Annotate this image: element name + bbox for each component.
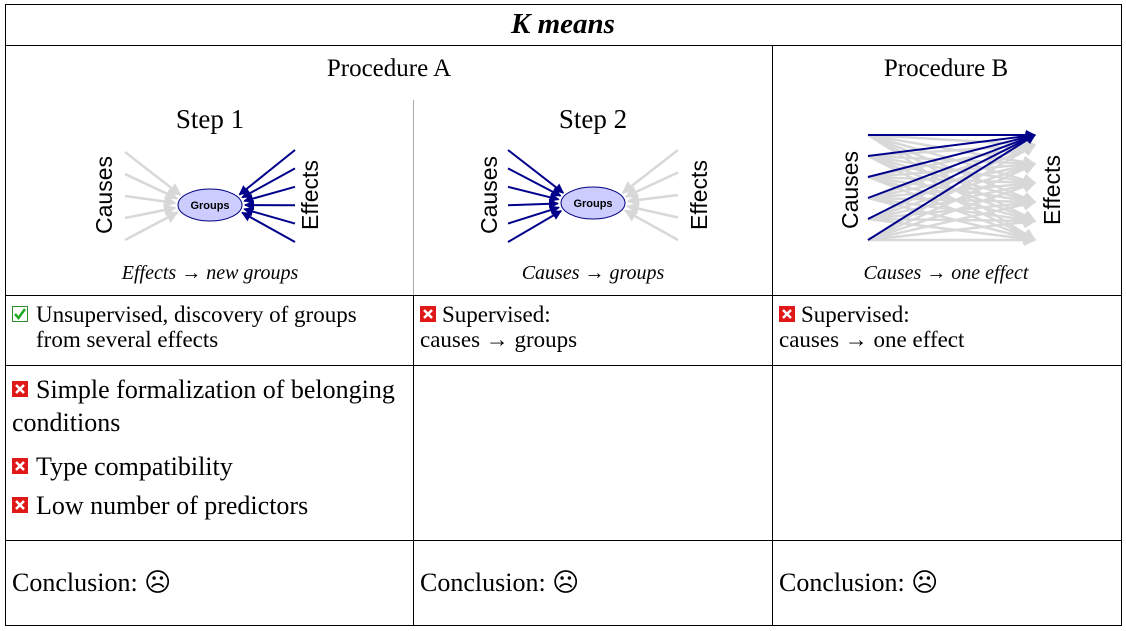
border (1121, 4, 1122, 625)
border (5, 4, 1121, 5)
arrow (867, 180, 1037, 242)
arrow (867, 216, 1037, 242)
causes-label: Causes (837, 151, 863, 229)
arrow (867, 133, 1037, 151)
border (5, 4, 6, 625)
arrow (507, 167, 562, 197)
arrow (867, 198, 1037, 242)
arrow (867, 142, 1037, 200)
arrow (626, 193, 679, 207)
caption: Causes → groups (521, 262, 665, 284)
assessment: Unsupervised, discovery of groups from s… (36, 302, 357, 352)
assessment: Supervised: causes → groups (420, 302, 578, 352)
effects-label: Effects (686, 160, 712, 230)
arrow (867, 134, 1036, 241)
node-label: Groups (573, 198, 612, 210)
assessment: Supervised: causes → one effect (779, 302, 965, 352)
causes-label: Causes (91, 156, 117, 234)
limitation: Simple formalization of belonging condit… (12, 375, 395, 437)
cross-icon (12, 458, 28, 474)
cross-icon (779, 306, 795, 322)
procedure-header: Procedure B (883, 55, 1009, 82)
conclusion: Conclusion: ☹ (779, 568, 939, 597)
arrow (623, 209, 679, 242)
limitation: Type compatibility (36, 452, 233, 481)
caption: Effects → new groups (121, 262, 299, 284)
arrow (626, 202, 679, 219)
arrow (867, 140, 1037, 179)
limitation: Low number of predictors (36, 491, 309, 520)
arrow (124, 172, 179, 200)
border (5, 365, 1121, 366)
arrow (867, 134, 1036, 220)
arrow (124, 203, 177, 220)
cross-icon (12, 381, 28, 397)
arrow (507, 149, 565, 194)
arrow (867, 132, 1036, 178)
border (5, 295, 1121, 296)
arrow (124, 151, 182, 196)
arrow (507, 198, 560, 209)
arrow (241, 211, 296, 243)
arrow (507, 205, 560, 225)
step-title: Step 2 (558, 104, 628, 134)
border (5, 625, 1122, 626)
arrow (507, 210, 563, 243)
conclusion: Conclusion: ☹ (12, 568, 172, 597)
arrow (238, 149, 296, 196)
effects-label: Effects (297, 160, 323, 230)
arrow (867, 131, 1036, 157)
cross-icon (420, 306, 436, 322)
arrow (507, 185, 560, 203)
arrow (867, 143, 1037, 221)
title: K means (511, 8, 615, 40)
arrow (867, 133, 1036, 199)
step-title: Step 1 (175, 104, 245, 134)
conclusion: Conclusion: ☹ (420, 568, 580, 597)
groups-node (560, 186, 626, 220)
arrow (624, 171, 679, 198)
procedure-header: Procedure A (326, 55, 452, 82)
arrow (867, 162, 1037, 242)
arrow (124, 194, 177, 208)
groups-node (177, 188, 243, 222)
arrow (243, 206, 296, 225)
arrow (241, 167, 296, 199)
border (413, 295, 414, 625)
arrow (867, 139, 1037, 158)
node-label: Groups (190, 200, 229, 212)
cross-icon (12, 497, 28, 513)
arrow (243, 185, 296, 204)
arrow (621, 149, 679, 194)
causes-label: Causes (476, 156, 502, 234)
border (413, 100, 414, 295)
arrow (124, 211, 179, 242)
check-icon (12, 306, 28, 322)
effects-label: Effects (1039, 155, 1065, 225)
border (5, 45, 1121, 46)
border (5, 540, 1121, 541)
border (772, 45, 773, 625)
arrow (867, 143, 1037, 242)
caption: Causes → one effect (863, 262, 1029, 284)
